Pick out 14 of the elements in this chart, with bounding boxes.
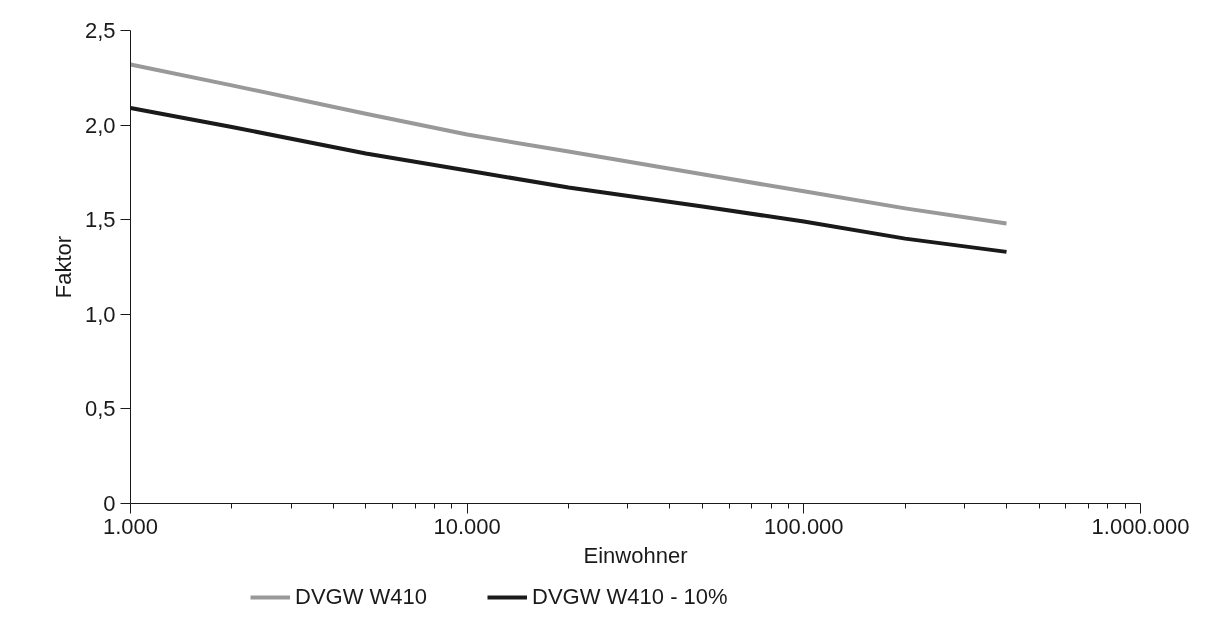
y-tick-label: 0,5	[84, 396, 116, 422]
x-tick-label: 100.000	[764, 513, 844, 539]
y-tick-label: 2,0	[84, 112, 116, 138]
y-tick-label: 1,5	[84, 207, 116, 233]
legend-label: DVGW W410	[295, 584, 428, 610]
x-tick-label: 1.000.000	[1091, 513, 1190, 539]
x-tick-label: 10.000	[433, 513, 501, 539]
y-tick-label: 2,5	[84, 18, 116, 43]
legend-label: DVGW W410 - 10%	[532, 584, 728, 610]
x-tick-label: 1.000	[102, 513, 159, 539]
y-tick-label: 1,0	[84, 301, 116, 327]
x-axis-title: Einwohner	[583, 542, 688, 568]
y-axis-title: Faktor	[50, 235, 76, 299]
y-tick-label: 0	[103, 491, 116, 516]
